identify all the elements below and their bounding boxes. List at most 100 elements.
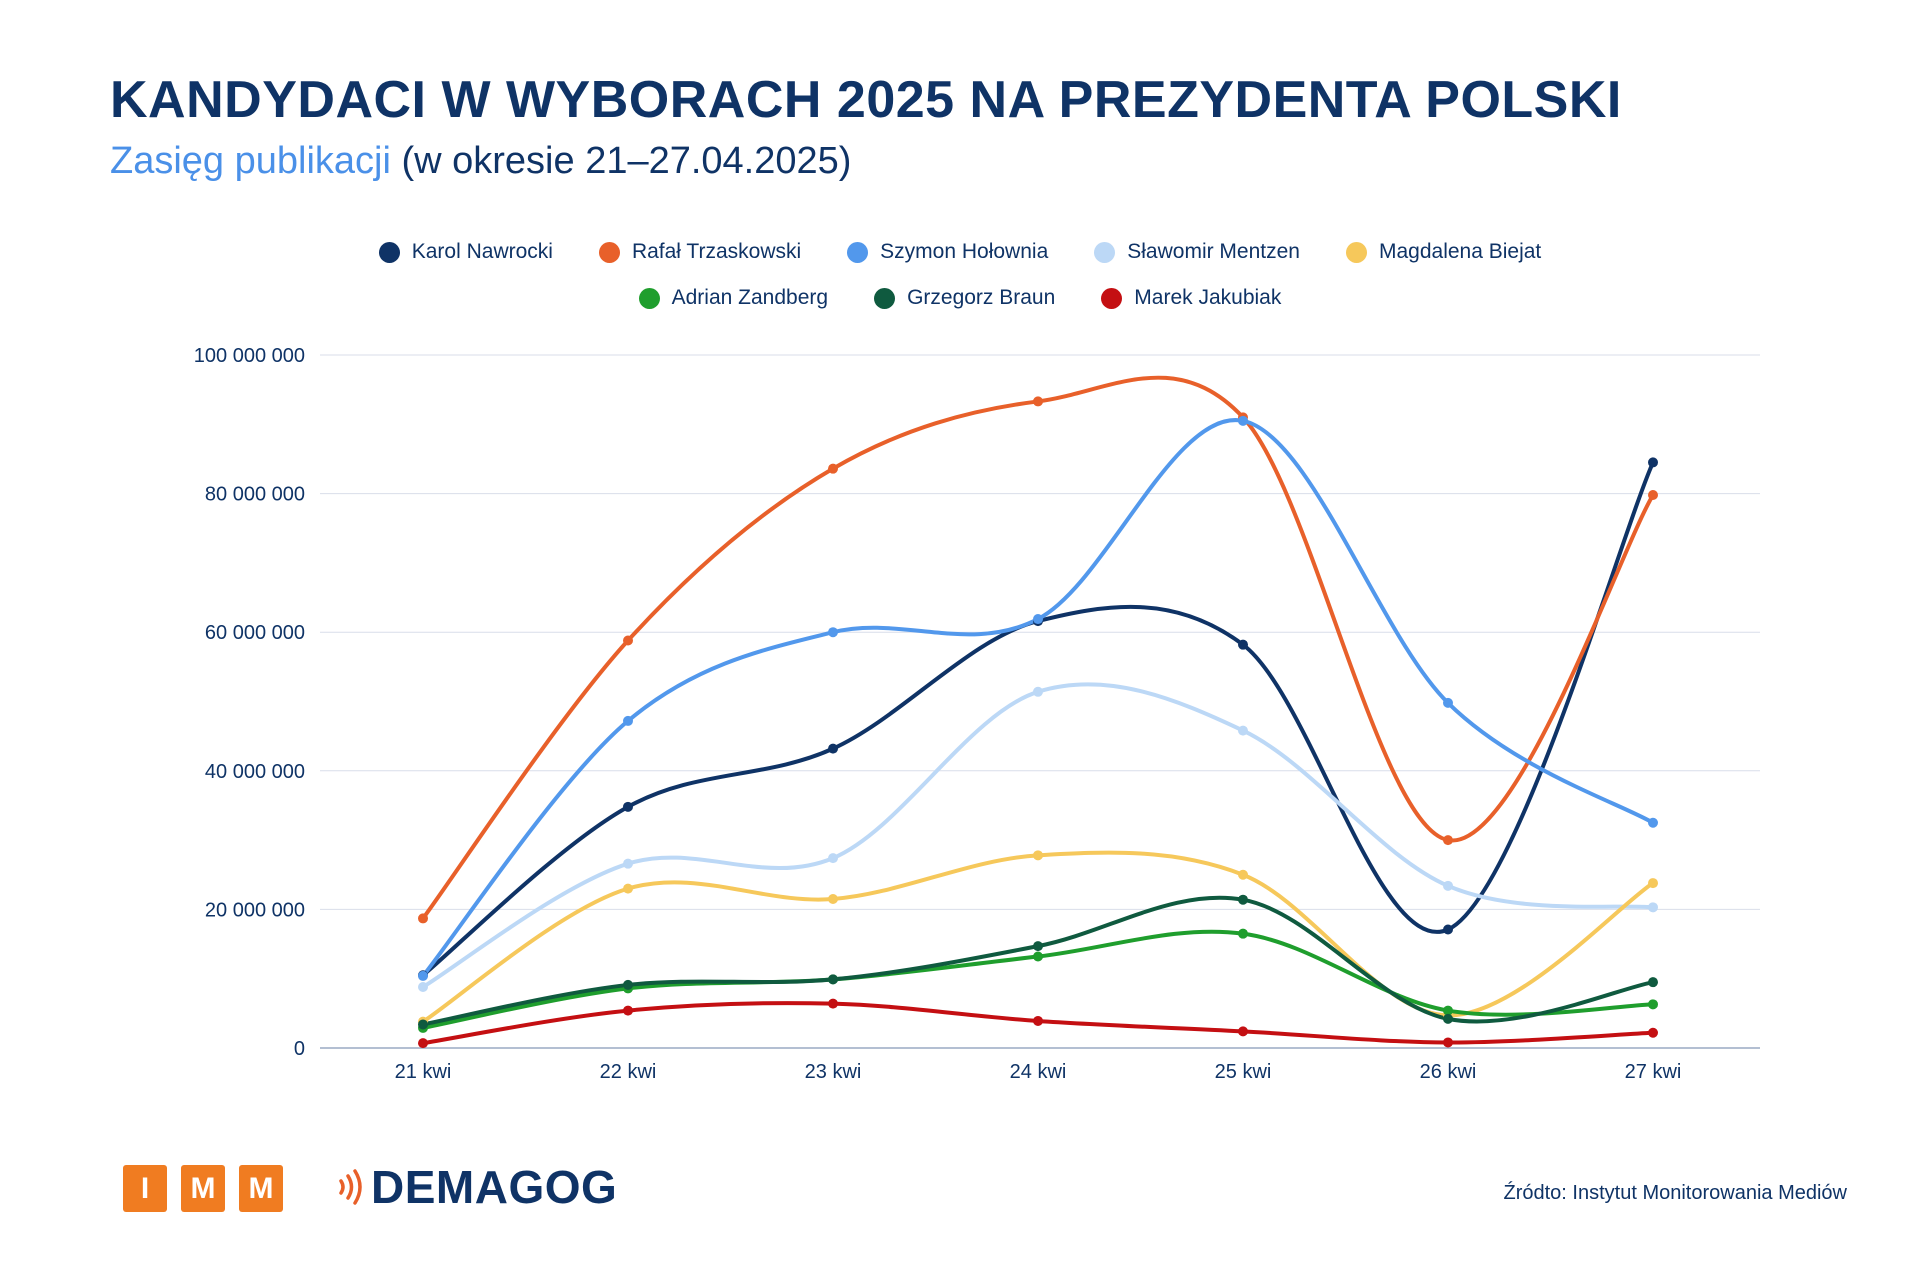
data-point-magdalena-biejat: [828, 894, 838, 905]
series-line-szymon-holownia: [421, 418, 1655, 978]
y-tick-label: 20 000 000: [205, 899, 305, 921]
data-point-magdalena-biejat: [1238, 869, 1248, 880]
data-point-szymon-holownia: [828, 627, 838, 638]
data-point-adrian-zandberg: [1443, 1005, 1453, 1016]
data-point-rafal-trzaskowski: [1443, 835, 1453, 846]
data-point-magdalena-biejat: [623, 883, 633, 894]
gridlines: [320, 354, 1760, 1049]
demagog-wordmark: DEMAGOG: [371, 1161, 618, 1213]
legend-item-adrian-zandberg: Adrian Zandberg: [638, 286, 829, 310]
imm-letter: I: [123, 1165, 167, 1212]
imm-letter: M: [239, 1165, 283, 1212]
legend-row: Adrian Zandberg Grzegorz Braun Marek Jakub…: [638, 286, 1281, 310]
data-point-szymon-holownia: [1033, 614, 1043, 625]
data-point-adrian-zandberg: [1648, 999, 1658, 1010]
data-point-rafal-trzaskowski: [1033, 396, 1043, 407]
legend-item-grzegorz-braun: Grzegorz Braun: [874, 286, 1055, 310]
data-point-rafal-trzaskowski: [828, 463, 838, 474]
legend-marker: [1101, 287, 1123, 309]
data-point-rafal-trzaskowski: [623, 635, 633, 646]
data-point-slawomir-mentzen: [1033, 686, 1043, 697]
data-point-szymon-holownia: [623, 715, 633, 726]
data-point-rafal-trzaskowski: [1648, 489, 1658, 500]
x-tick-label: 26 kwi: [1420, 1061, 1477, 1083]
series-points: [418, 396, 1658, 1049]
data-point-karol-nawrocki: [1648, 457, 1658, 468]
legend: Karol Nawrocki Rafał Trzaskowski Szymon Ho…: [0, 240, 1920, 310]
legend-item-szymon-holownia: Szymon Hołownia: [847, 240, 1048, 264]
data-point-karol-nawrocki: [623, 801, 633, 812]
data-point-grzegorz-braun: [1648, 977, 1658, 988]
data-point-szymon-holownia: [1443, 697, 1453, 708]
x-tick-label: 23 kwi: [805, 1061, 862, 1083]
legend-item-marek-jakubiak: Marek Jakubiak: [1101, 286, 1281, 310]
data-point-karol-nawrocki: [1238, 639, 1248, 650]
data-point-marek-jakubiak: [623, 1005, 633, 1016]
data-point-grzegorz-braun: [623, 979, 633, 990]
data-point-slawomir-mentzen: [1443, 880, 1453, 891]
data-point-grzegorz-braun: [1238, 894, 1248, 905]
x-axis-ticks: 21 kwi 22 kwi 23 kwi 24 kwi 25 kwi 26 kwi 27 k…: [395, 1061, 1682, 1083]
data-point-grzegorz-braun: [418, 1019, 428, 1030]
legend-marker: [638, 287, 660, 309]
legend-label: Adrian Zandberg: [671, 286, 829, 309]
data-point-slawomir-mentzen: [1238, 725, 1248, 736]
series-line-magdalena-biejat: [421, 850, 1655, 1024]
legend-label: Sławomir Mentzen: [1127, 240, 1300, 263]
y-tick-label: 100 000 000: [194, 345, 305, 367]
data-point-magdalena-biejat: [1033, 850, 1043, 861]
data-point-marek-jakubiak: [1648, 1027, 1658, 1038]
legend-label: Szymon Hołownia: [880, 240, 1049, 263]
legend-item-rafal-trzaskowski: Rafał Trzaskowski: [598, 240, 802, 264]
data-point-rafal-trzaskowski: [418, 913, 428, 924]
x-tick-label: 21 kwi: [395, 1061, 452, 1083]
legend-marker: [847, 241, 869, 263]
data-point-slawomir-mentzen: [418, 982, 428, 993]
subtitle-accent: Zasięg publikacji: [110, 140, 391, 182]
legend-marker: [598, 241, 620, 263]
signal-waves-icon: [339, 1169, 362, 1205]
legend-item-magdalena-biejat: Magdalena Biejat: [1345, 240, 1542, 264]
data-point-slawomir-mentzen: [623, 858, 633, 869]
chart-subtitle: Zasięg publikacji (w okresie 21–27.04.20…: [110, 140, 851, 183]
data-point-grzegorz-braun: [1033, 941, 1043, 952]
y-tick-label: 0: [294, 1038, 305, 1060]
data-point-magdalena-biejat: [1648, 878, 1658, 889]
legend-item-karol-nawrocki: Karol Nawrocki: [378, 240, 553, 264]
legend-marker: [874, 287, 896, 309]
data-point-marek-jakubiak: [418, 1038, 428, 1049]
data-point-marek-jakubiak: [1443, 1037, 1453, 1048]
x-tick-label: 25 kwi: [1215, 1061, 1272, 1083]
data-point-marek-jakubiak: [1033, 1015, 1043, 1026]
legend-marker: [378, 241, 400, 263]
legend-label: Grzegorz Braun: [907, 286, 1056, 309]
data-point-adrian-zandberg: [1033, 951, 1043, 962]
data-point-grzegorz-braun: [828, 974, 838, 985]
legend-label: Karol Nawrocki: [411, 240, 553, 263]
data-point-szymon-holownia: [1648, 817, 1658, 828]
y-tick-label: 60 000 000: [205, 622, 305, 644]
data-point-karol-nawrocki: [1443, 924, 1453, 935]
subtitle-period: (w okresie 21–27.04.2025): [390, 140, 852, 182]
imm-letter: M: [181, 1165, 225, 1212]
legend-label: Magdalena Biejat: [1378, 240, 1542, 263]
y-tick-label: 40 000 000: [205, 761, 305, 783]
data-point-szymon-holownia: [1238, 415, 1248, 426]
legend-row: Karol Nawrocki Rafał Trzaskowski Szymon Ho…: [378, 240, 1542, 264]
x-tick-label: 27 kwi: [1625, 1061, 1682, 1083]
demagog-logo: DEMAGOG: [335, 1160, 617, 1214]
data-point-grzegorz-braun: [1443, 1013, 1453, 1024]
chart-title: KANDYDACI W WYBORACH 2025 NA PREZYDENTA …: [110, 71, 1622, 129]
data-point-marek-jakubiak: [1238, 1026, 1248, 1037]
x-tick-label: 24 kwi: [1010, 1061, 1067, 1083]
legend-marker: [1094, 241, 1116, 263]
series-line-rafal-trzaskowski: [421, 375, 1655, 921]
y-axis-ticks: 0 20 000 000 40 000 000 60 000 000 80 000 00…: [194, 345, 305, 1060]
y-tick-label: 80 000 000: [205, 484, 305, 506]
source-note: Źródto: Instytut Monitorowania Mediów: [1503, 1182, 1848, 1204]
legend-label: Rafał Trzaskowski: [631, 240, 802, 263]
legend-label: Marek Jakubiak: [1134, 286, 1282, 309]
data-point-marek-jakubiak: [828, 998, 838, 1009]
data-point-szymon-holownia: [418, 970, 428, 981]
